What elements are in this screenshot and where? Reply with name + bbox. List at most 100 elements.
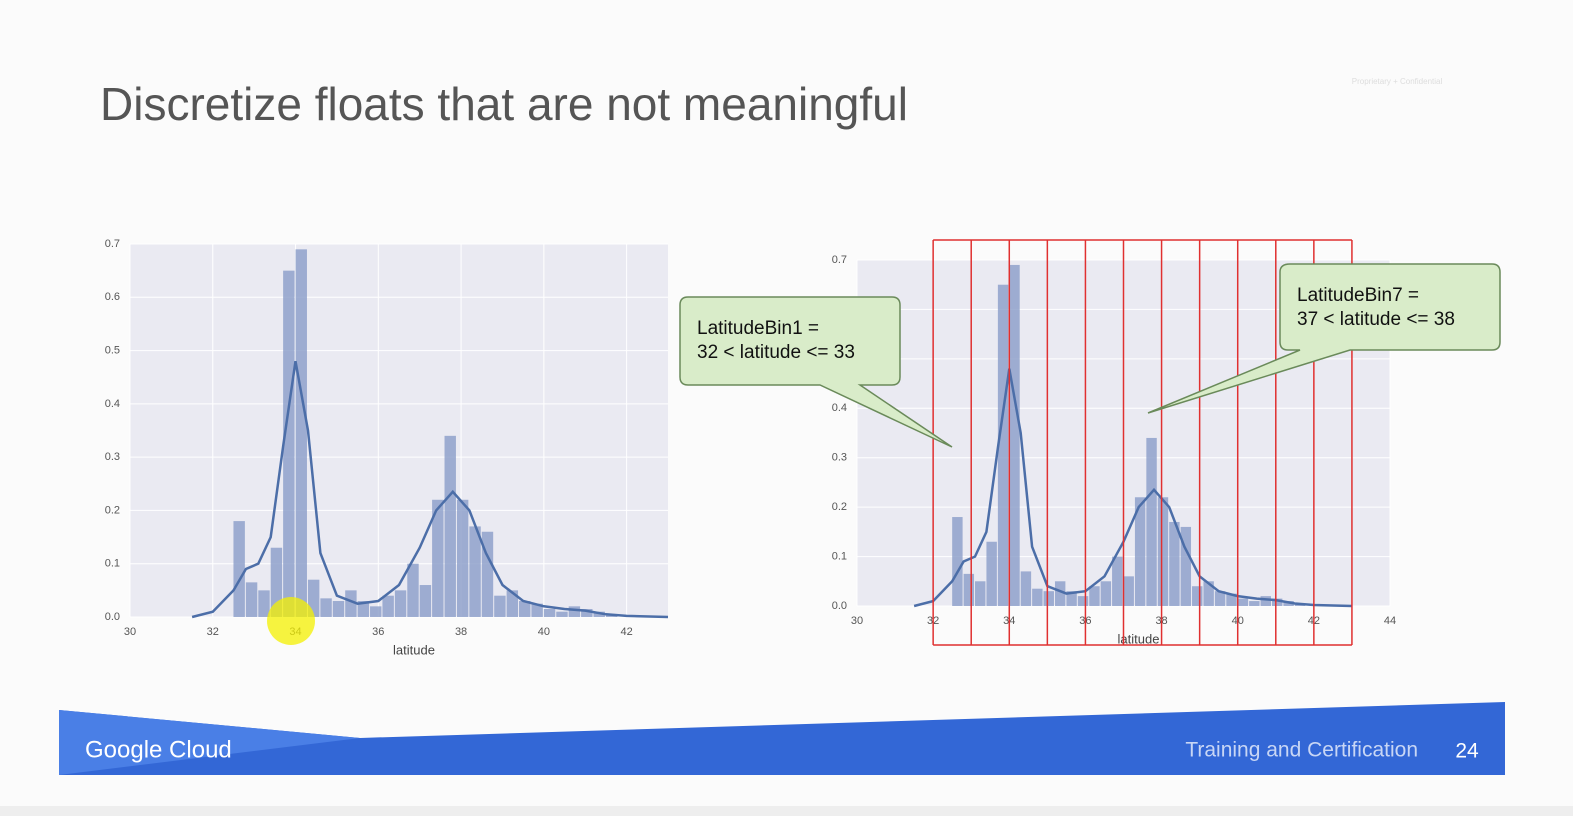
footer-band <box>59 702 1505 775</box>
cursor-highlight <box>267 597 315 645</box>
bar <box>556 611 568 617</box>
x-axis-label: latitude <box>1118 631 1160 646</box>
footer-label: Training and Certification <box>1185 739 1418 762</box>
callout-text: 32 < latitude <= 33 <box>697 342 855 363</box>
callout: LatitudeBin1 = 32 < latitude <= 33 <box>679 296 953 448</box>
slide-title: Discretize floats that are not meaningfu… <box>100 78 908 130</box>
callout: LatitudeBin7 = 37 < latitude <= 38 <box>1147 263 1501 414</box>
y-tick-label: 0.7 <box>832 254 847 266</box>
x-tick-label: 30 <box>124 626 136 638</box>
bar <box>1089 586 1100 606</box>
bar <box>307 579 320 617</box>
y-tick-label: 0.3 <box>105 451 120 463</box>
footer-wedge <box>59 710 360 775</box>
bar <box>357 601 370 617</box>
y-tick-label: 0.4 <box>105 398 120 410</box>
bar <box>481 531 494 617</box>
bar <box>320 598 332 617</box>
bar <box>295 249 307 618</box>
bar <box>270 547 283 617</box>
bar <box>1214 591 1226 606</box>
bar <box>1249 601 1260 606</box>
footer: Google Cloud Training and Certification … <box>59 702 1505 775</box>
bar <box>245 582 258 617</box>
callout-text: LatitudeBin7 = <box>1297 285 1419 306</box>
y-tick-label: 0.0 <box>832 600 847 612</box>
callout-box <box>1147 263 1501 414</box>
y-tick-label: 0.2 <box>832 501 847 513</box>
bar <box>1032 588 1043 606</box>
bar <box>345 590 357 617</box>
bar <box>494 595 506 617</box>
bar <box>986 541 997 606</box>
bar <box>543 609 556 617</box>
bar <box>444 435 456 617</box>
bar <box>1077 596 1089 606</box>
bar <box>233 521 245 617</box>
density-line <box>913 368 1352 608</box>
x-axis-label: latitude <box>393 642 435 657</box>
bar <box>1112 556 1123 606</box>
x-tick-label: 36 <box>372 626 384 638</box>
bar <box>1043 591 1054 606</box>
callout-text: LatitudeBin1 = <box>697 318 819 339</box>
y-tick-label: 0.3 <box>832 452 847 464</box>
bar <box>1066 591 1077 606</box>
bar <box>1146 437 1157 606</box>
y-tick-label: 0.7 <box>105 238 120 250</box>
bar <box>997 284 1009 606</box>
bar <box>432 499 444 617</box>
density-line <box>191 360 669 619</box>
bar <box>975 581 986 606</box>
bar <box>1226 593 1237 606</box>
page-number: 24 <box>1455 740 1479 763</box>
bar <box>1260 596 1271 606</box>
bar <box>394 590 407 617</box>
bar <box>1134 497 1146 606</box>
bar <box>1271 598 1283 606</box>
confidential-note: Proprietary + Confidential <box>1352 77 1443 86</box>
plot-area <box>130 244 668 617</box>
bar <box>370 606 382 617</box>
bar <box>332 601 345 617</box>
bar <box>952 517 963 606</box>
x-tick-label: 32 <box>207 626 219 638</box>
bar <box>1192 586 1203 606</box>
bottom-strip <box>0 806 1573 816</box>
x-tick-label: 30 <box>851 615 863 627</box>
bar <box>519 601 531 617</box>
bar <box>407 563 419 617</box>
y-tick-label: 0.5 <box>105 344 120 356</box>
bar <box>1180 526 1192 606</box>
bar <box>456 499 469 617</box>
y-tick-label: 0.6 <box>105 291 120 303</box>
callout-text: 37 < latitude <= 38 <box>1297 309 1455 330</box>
y-tick-label: 0.4 <box>832 402 847 414</box>
bar <box>1100 581 1112 606</box>
bar <box>419 585 432 617</box>
bar <box>1020 571 1032 606</box>
y-tick-label: 0.1 <box>832 550 847 562</box>
bar <box>568 606 581 617</box>
bar <box>469 526 481 617</box>
bar <box>1123 576 1134 606</box>
y-tick-label: 0.0 <box>105 611 120 623</box>
callout-box <box>679 296 953 448</box>
bar <box>1009 264 1020 606</box>
bar <box>382 595 394 617</box>
y-tick-label: 0.2 <box>105 504 120 516</box>
x-tick-label: 40 <box>538 626 550 638</box>
bar <box>581 609 593 617</box>
x-tick-label: 38 <box>455 626 467 638</box>
bar <box>506 590 519 617</box>
bar <box>283 270 295 617</box>
brand: Google Cloud <box>85 736 232 763</box>
x-tick-label: 42 <box>620 626 632 638</box>
bar <box>258 590 270 617</box>
bar <box>531 603 543 617</box>
bar <box>1157 497 1169 606</box>
y-tick-label: 0.1 <box>105 558 120 570</box>
x-tick-label: 44 <box>1384 615 1396 627</box>
bar <box>1169 521 1180 606</box>
